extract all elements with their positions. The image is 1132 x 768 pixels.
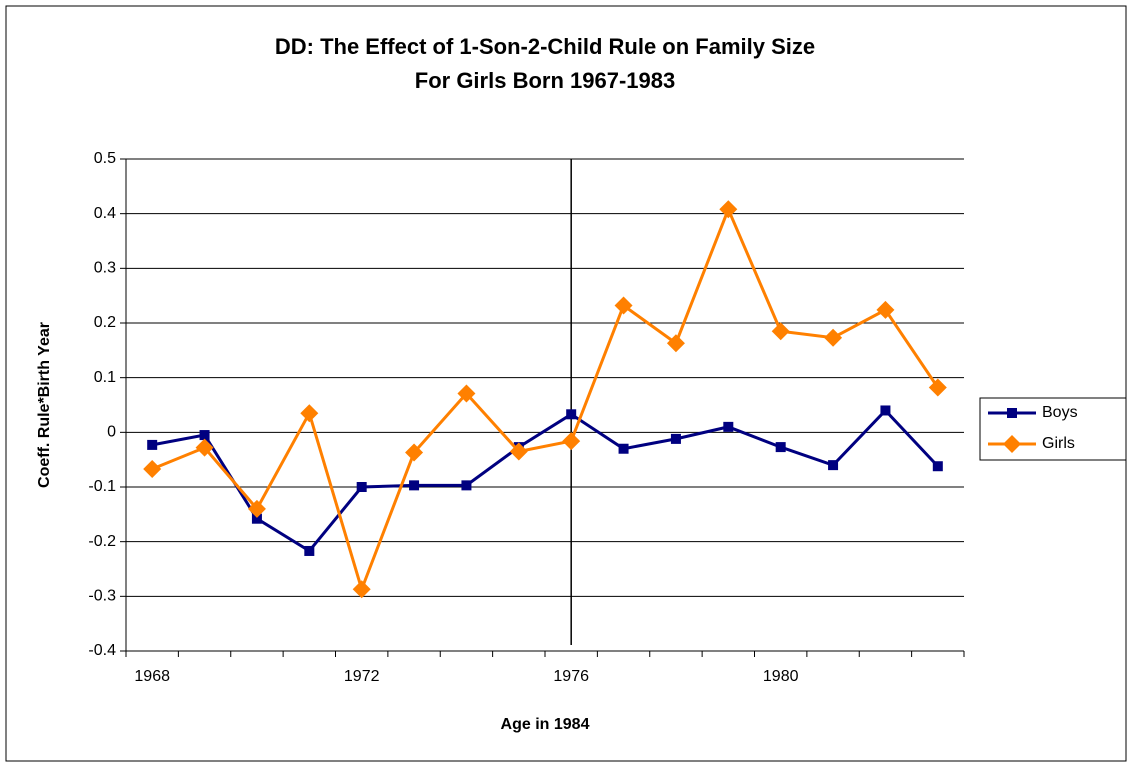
marker bbox=[300, 404, 319, 423]
marker bbox=[147, 439, 158, 450]
y-tick-label: -0.3 bbox=[88, 588, 116, 605]
y-tick-label: 0.4 bbox=[94, 205, 116, 222]
marker bbox=[614, 296, 633, 315]
series-line bbox=[151, 408, 939, 553]
x-tick-label: 1968 bbox=[134, 668, 170, 685]
chart-title: For Girls Born 1967-1983 bbox=[415, 68, 675, 93]
marker bbox=[666, 334, 685, 353]
marker bbox=[457, 384, 476, 403]
marker bbox=[304, 545, 315, 556]
marker bbox=[932, 461, 943, 472]
y-tick-label: -0.2 bbox=[88, 533, 116, 550]
y-axis-label: Coeff. Rule*Birth Year bbox=[36, 322, 53, 488]
marker bbox=[824, 328, 843, 347]
y-tick-label: 0.2 bbox=[94, 314, 116, 331]
marker bbox=[405, 443, 424, 462]
marker bbox=[775, 442, 786, 453]
y-tick-label: 0.5 bbox=[94, 150, 116, 167]
marker bbox=[1007, 408, 1017, 418]
marker bbox=[618, 443, 629, 454]
marker bbox=[509, 442, 528, 461]
y-tick-label: -0.1 bbox=[88, 478, 116, 495]
x-tick-label: 1980 bbox=[763, 668, 799, 685]
marker bbox=[723, 421, 734, 432]
marker bbox=[356, 482, 367, 492]
marker bbox=[566, 409, 577, 420]
x-tick-label: 1972 bbox=[344, 668, 380, 685]
marker bbox=[876, 300, 895, 319]
legend-label: Boys bbox=[1042, 404, 1078, 421]
marker bbox=[247, 499, 266, 518]
marker bbox=[352, 580, 371, 599]
legend: Boys Girls bbox=[979, 397, 1127, 461]
marker bbox=[1003, 435, 1021, 453]
x-axis-label: Age in 1984 bbox=[501, 716, 590, 733]
chart-border bbox=[5, 5, 1127, 762]
marker bbox=[562, 432, 581, 451]
y-tick-label: 0 bbox=[107, 424, 116, 441]
marker bbox=[928, 378, 947, 397]
marker bbox=[771, 322, 790, 341]
legend-label: Girls bbox=[1042, 435, 1075, 452]
marker bbox=[719, 200, 738, 219]
marker bbox=[251, 513, 262, 524]
y-tick-label: 0.1 bbox=[94, 369, 116, 386]
x-tick-label: 1976 bbox=[553, 668, 589, 685]
marker bbox=[461, 480, 472, 491]
marker bbox=[195, 438, 214, 457]
marker bbox=[143, 459, 162, 478]
marker bbox=[880, 405, 891, 416]
marker bbox=[670, 433, 681, 444]
series-line bbox=[151, 205, 940, 594]
y-tick-label: 0.3 bbox=[94, 260, 116, 277]
y-tick-label: -0.4 bbox=[88, 642, 116, 659]
marker bbox=[199, 430, 210, 441]
marker bbox=[409, 480, 420, 491]
legend-box bbox=[979, 397, 1127, 461]
chart-title: DD: The Effect of 1-Son-2-Child Rule on … bbox=[275, 34, 815, 59]
marker bbox=[828, 460, 839, 471]
